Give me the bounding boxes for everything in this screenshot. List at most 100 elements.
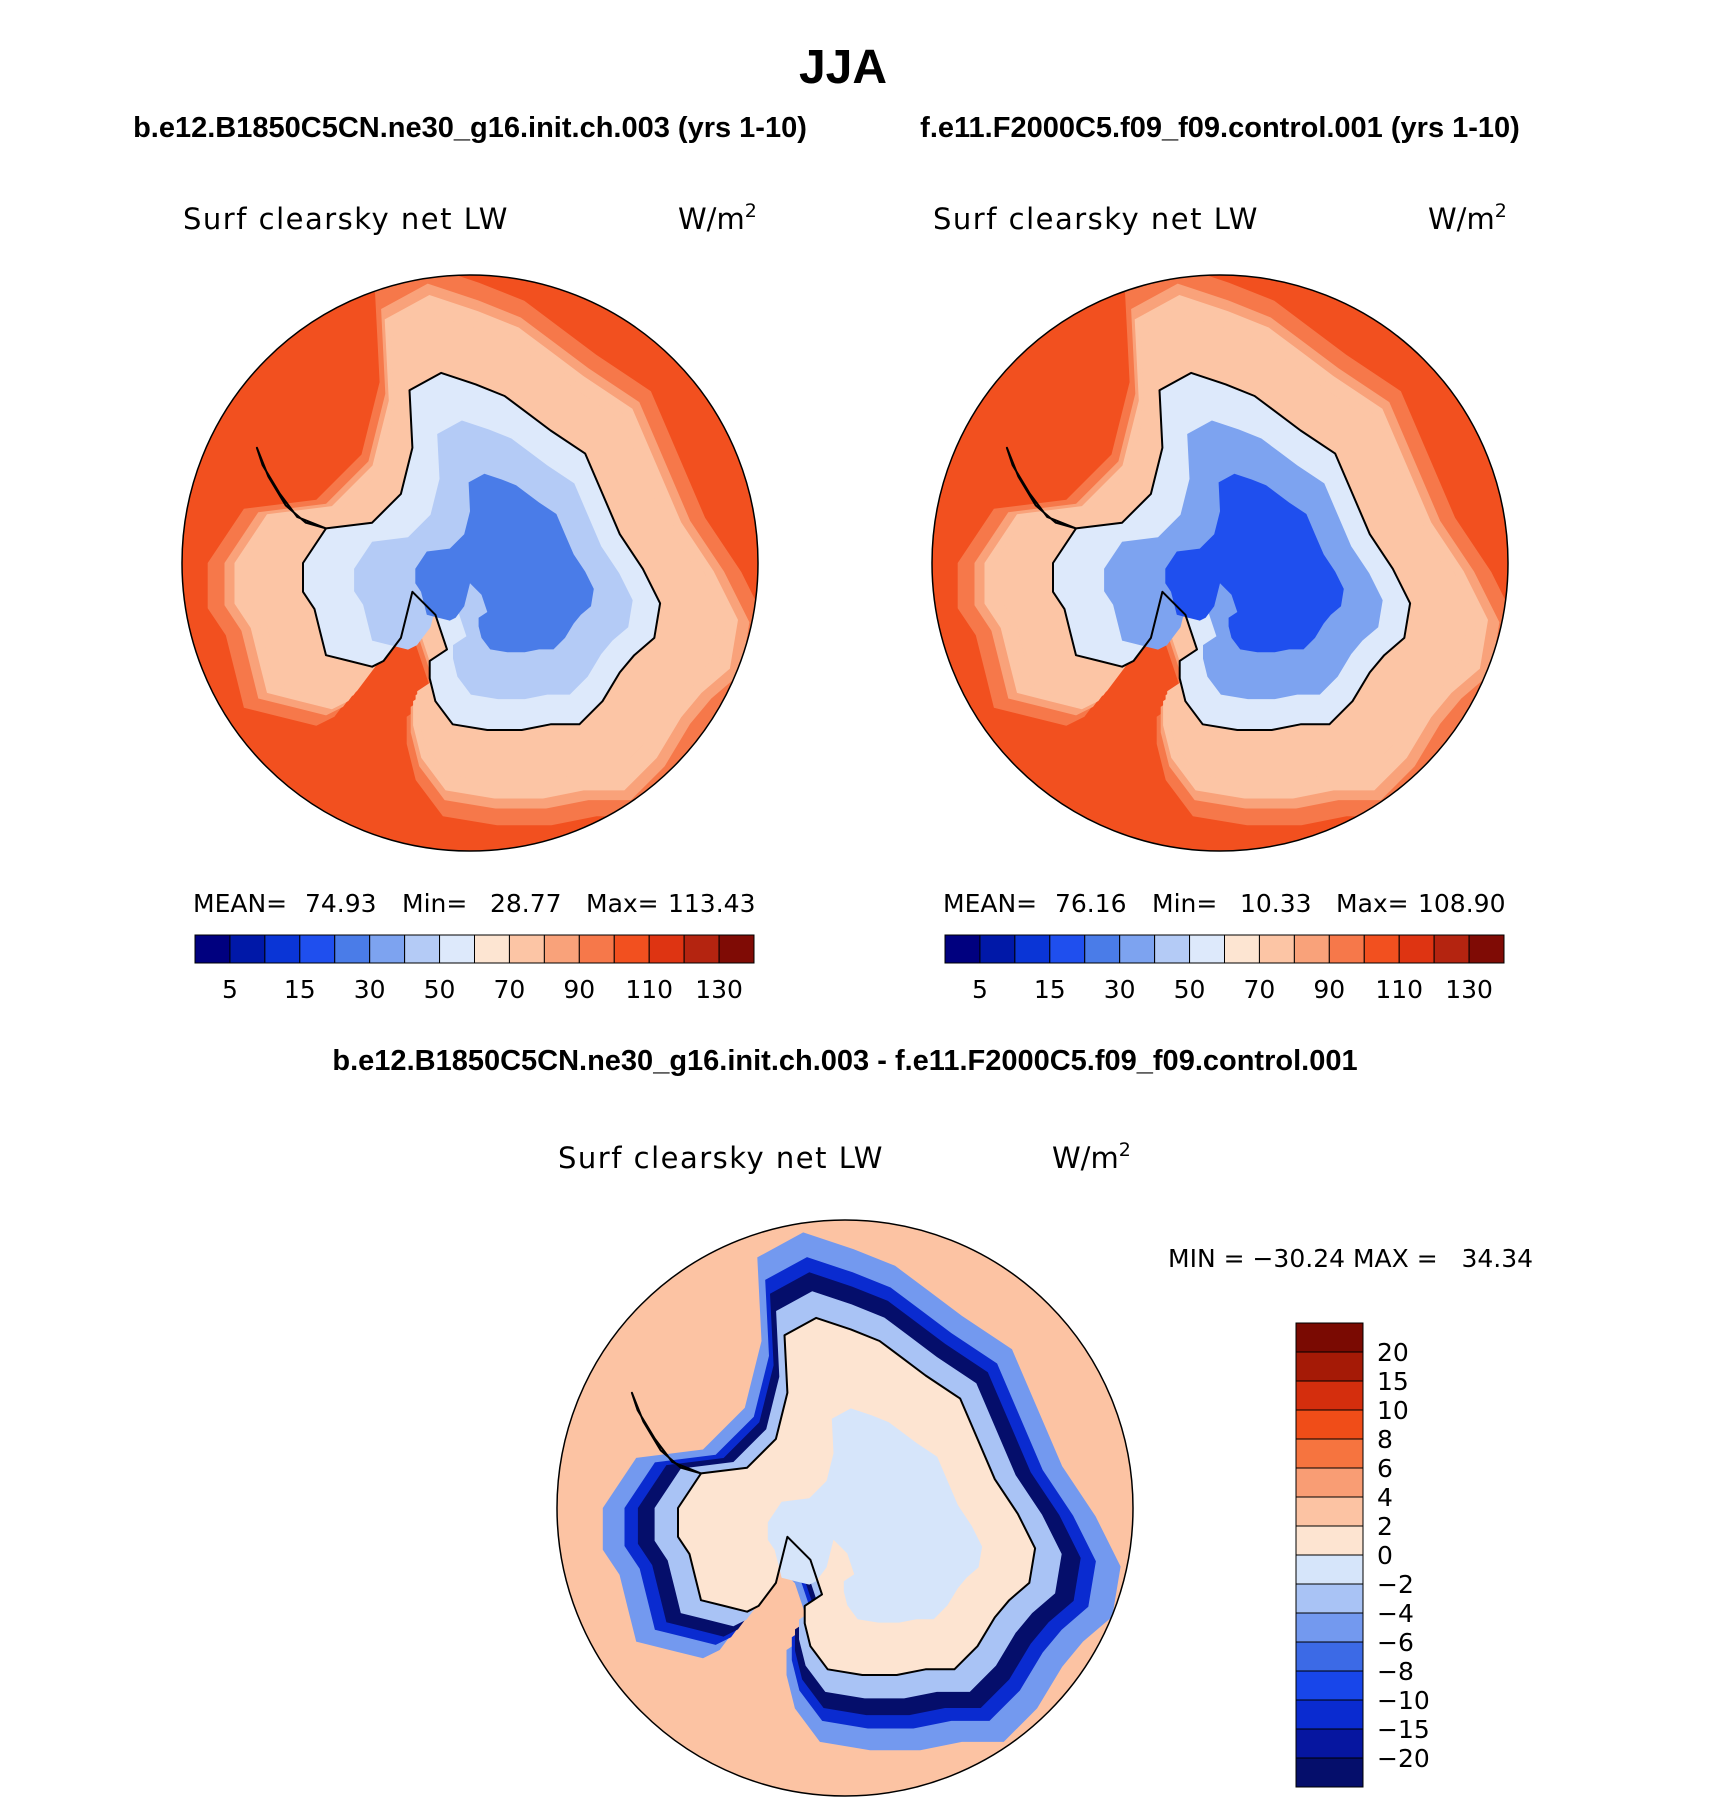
colorbar-tick-label: 4 bbox=[1377, 1483, 1393, 1512]
colorbar-tick-label: 10 bbox=[1377, 1396, 1409, 1425]
colorbar-swatch bbox=[264, 934, 301, 964]
colorbar-swatch bbox=[1295, 1699, 1364, 1730]
colorbar-swatch bbox=[474, 934, 510, 964]
colorbar-swatch bbox=[648, 934, 685, 964]
colorbar-tick-label: 0 bbox=[1377, 1541, 1393, 1570]
colorbar-tick-label: −2 bbox=[1377, 1570, 1414, 1599]
peninsula-coastline bbox=[630, 1391, 702, 1475]
left-colorbar: 5 15 30 50 70 90 110 130 bbox=[194, 934, 755, 1004]
left-polar-map bbox=[181, 274, 759, 852]
colorbar-tick-label: −4 bbox=[1377, 1599, 1414, 1628]
colorbar-tick-label: 15 bbox=[1034, 975, 1066, 1004]
peninsula-coastline bbox=[1005, 446, 1077, 530]
left-stats: MEAN= 74.93 Min= 28.77 Max= 113.43 bbox=[193, 889, 755, 918]
colorbar-tick-label: 2 bbox=[1377, 1512, 1393, 1541]
colorbar-swatch bbox=[1398, 934, 1435, 964]
colorbar-swatch bbox=[1328, 934, 1365, 964]
colorbar-tick-label: 5 bbox=[972, 975, 988, 1004]
left-mean-label: MEAN= bbox=[193, 889, 287, 918]
peninsula-coastline bbox=[255, 446, 327, 530]
right-stats: MEAN= 76.16 Min= 10.33 Max= 108.90 bbox=[943, 889, 1505, 918]
colorbar-tick-label: −8 bbox=[1377, 1657, 1414, 1686]
colorbar-swatch bbox=[1295, 1757, 1364, 1788]
colorbar-tick-label: 70 bbox=[1244, 975, 1276, 1004]
right-variable-label: Surf clearsky net LW bbox=[933, 202, 1259, 236]
map-border bbox=[556, 1219, 1134, 1797]
colorbar-swatch bbox=[1295, 1438, 1364, 1469]
colorbar-tick-label: 110 bbox=[1375, 975, 1423, 1004]
left-case-title: b.e12.B1850C5CN.ne30_g16.init.ch.003 (yr… bbox=[133, 112, 807, 144]
figure-title: JJA bbox=[799, 41, 887, 94]
colorbar-swatch bbox=[1084, 934, 1121, 964]
colorbar-tick-label: 5 bbox=[222, 975, 238, 1004]
colorbar-tick-label: 130 bbox=[695, 975, 743, 1004]
colorbar-swatch bbox=[1049, 934, 1086, 964]
colorbar-tick-label: 20 bbox=[1377, 1338, 1409, 1367]
map-border bbox=[931, 274, 1509, 852]
diff-polar-map bbox=[556, 1219, 1134, 1797]
colorbar-swatch bbox=[578, 934, 615, 964]
right-min-value: 10.33 bbox=[1240, 889, 1312, 918]
colorbar-tick-label: 90 bbox=[563, 975, 595, 1004]
diff-units-label: W/m2 bbox=[1052, 1139, 1131, 1175]
right-max-value: 108.90 bbox=[1418, 889, 1505, 918]
colorbar-swatch bbox=[1295, 1641, 1364, 1672]
colorbar-swatch bbox=[1295, 1728, 1364, 1759]
interior-field bbox=[415, 473, 594, 653]
colorbar-swatch bbox=[1119, 934, 1156, 964]
colorbar-tick-label: 15 bbox=[284, 975, 316, 1004]
right-colorbar: 5 15 30 50 70 90 110 130 bbox=[944, 934, 1505, 1004]
colorbar-tick-label: −15 bbox=[1377, 1715, 1430, 1744]
colorbar-tick-label: 15 bbox=[1377, 1367, 1409, 1396]
colorbar-swatch bbox=[1295, 1467, 1364, 1498]
colorbar-tick-label: 50 bbox=[424, 975, 456, 1004]
colorbar-tick-label: −6 bbox=[1377, 1628, 1414, 1657]
colorbar-swatch bbox=[1014, 934, 1051, 964]
colorbar-tick-label: −10 bbox=[1377, 1686, 1430, 1715]
colorbar-swatch bbox=[1295, 1583, 1364, 1614]
left-units-label: W/m2 bbox=[678, 200, 757, 236]
colorbar-swatch bbox=[439, 934, 475, 964]
colorbar-tick-label: 30 bbox=[1104, 975, 1136, 1004]
interior-field bbox=[767, 1408, 983, 1623]
colorbar-swatch bbox=[1468, 934, 1505, 964]
right-case-title: f.e11.F2000C5.f09_f09.control.001 (yrs 1… bbox=[920, 112, 1520, 144]
coastline bbox=[677, 1316, 1037, 1676]
colorbar-swatch bbox=[1189, 934, 1225, 964]
left-max-label: Max= bbox=[586, 889, 659, 918]
colorbar-swatch bbox=[1295, 1554, 1364, 1585]
colorbar-swatch bbox=[508, 934, 545, 964]
colorbar-tick-label: 110 bbox=[625, 975, 673, 1004]
colorbar-swatch bbox=[1295, 1525, 1364, 1556]
colorbar-tick-label: −20 bbox=[1377, 1744, 1430, 1773]
colorbar-swatch bbox=[718, 934, 755, 964]
colorbar-swatch bbox=[1154, 934, 1191, 964]
right-mean-value: 76.16 bbox=[1055, 889, 1127, 918]
right-polar-map bbox=[931, 274, 1509, 852]
colorbar-tick-label: 50 bbox=[1174, 975, 1206, 1004]
colorbar-swatch bbox=[1433, 934, 1470, 964]
colorbar-swatch bbox=[1295, 1351, 1364, 1382]
colorbar-tick-label: 6 bbox=[1377, 1454, 1393, 1483]
colorbar-swatch bbox=[683, 934, 720, 964]
colorbar-swatch bbox=[1295, 1322, 1364, 1353]
colorbar-swatch bbox=[1295, 1380, 1364, 1411]
left-variable-label: Surf clearsky net LW bbox=[183, 202, 509, 236]
interior-field bbox=[1165, 473, 1344, 653]
colorbar-tick-label: 8 bbox=[1377, 1425, 1393, 1454]
colorbar-tick-label: 90 bbox=[1313, 975, 1345, 1004]
colorbar-swatch bbox=[1295, 1409, 1364, 1440]
left-min-label: Min= bbox=[402, 889, 467, 918]
colorbar-swatch bbox=[979, 934, 1016, 964]
left-mean-value: 74.93 bbox=[305, 889, 377, 918]
map-border bbox=[181, 274, 759, 852]
left-max-value: 113.43 bbox=[668, 889, 755, 918]
colorbar-swatch bbox=[299, 934, 336, 964]
colorbar-swatch bbox=[1295, 1496, 1364, 1527]
coastline bbox=[302, 371, 662, 731]
diff-variable-label: Surf clearsky net LW bbox=[558, 1141, 884, 1175]
right-min-label: Min= bbox=[1152, 889, 1217, 918]
colorbar-swatch bbox=[1295, 1670, 1364, 1701]
